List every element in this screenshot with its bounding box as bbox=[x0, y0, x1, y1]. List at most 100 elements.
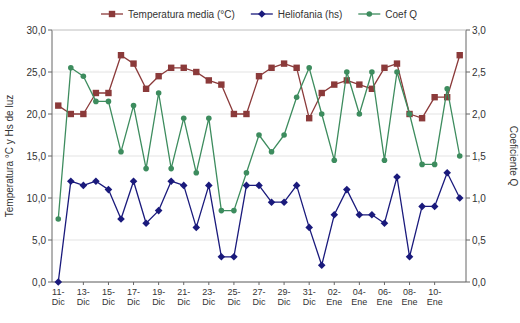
marker-circle bbox=[369, 69, 375, 75]
tick-label: 06-Ene bbox=[376, 287, 392, 307]
marker-circle bbox=[131, 103, 137, 109]
marker-diamond bbox=[117, 215, 125, 223]
series-line bbox=[58, 68, 459, 219]
marker-circle bbox=[331, 157, 337, 163]
tick-label: 10-Ene bbox=[427, 287, 443, 307]
marker-square bbox=[93, 90, 99, 96]
series-line bbox=[58, 55, 459, 118]
tick bbox=[384, 282, 385, 285]
series-line bbox=[58, 173, 459, 282]
marker-circle bbox=[394, 69, 400, 75]
tick bbox=[409, 282, 410, 285]
marker-diamond bbox=[167, 177, 175, 185]
tick bbox=[466, 72, 470, 73]
marker-diamond bbox=[381, 219, 389, 227]
marker-square bbox=[356, 81, 362, 87]
marks bbox=[54, 52, 463, 286]
marker-diamond bbox=[192, 224, 200, 232]
tick bbox=[48, 72, 52, 73]
marker-diamond bbox=[368, 211, 376, 219]
marker-square bbox=[109, 11, 115, 17]
tick-label-line: 15- bbox=[102, 287, 115, 297]
marker-circle bbox=[281, 132, 287, 138]
tick-label-line: Ene bbox=[326, 297, 342, 307]
marker-square bbox=[394, 60, 400, 66]
marker-circle bbox=[156, 90, 162, 96]
marker-circle bbox=[181, 115, 187, 121]
tick bbox=[434, 282, 435, 285]
marker-circle bbox=[118, 149, 124, 155]
tick bbox=[466, 282, 470, 283]
marker-diamond bbox=[67, 177, 75, 185]
marker-square bbox=[231, 111, 237, 117]
tick bbox=[48, 198, 52, 199]
tick bbox=[158, 282, 159, 285]
frame-line bbox=[52, 30, 466, 31]
axis-line bbox=[466, 30, 467, 282]
marker-square bbox=[256, 73, 262, 79]
marker-square bbox=[243, 111, 249, 117]
legend-item: Heliofania (hs) bbox=[251, 9, 342, 20]
marker-diamond bbox=[431, 203, 439, 211]
tick bbox=[466, 156, 470, 157]
tick-label: 27-Dic bbox=[252, 287, 266, 307]
tick-label-line: 25- bbox=[227, 287, 240, 297]
marker-diamond bbox=[330, 211, 338, 219]
tick bbox=[359, 282, 360, 285]
tick-label: 08-Ene bbox=[402, 287, 418, 307]
tick bbox=[183, 282, 184, 285]
tick-label-line: Dic bbox=[253, 297, 266, 307]
tick-label: 20,0 bbox=[27, 109, 47, 120]
legend-label: Heliofania (hs) bbox=[278, 9, 342, 20]
tick-label: 0,0 bbox=[32, 277, 46, 288]
marker-square bbox=[181, 65, 187, 71]
marker-diamond bbox=[393, 173, 401, 181]
marker-square bbox=[406, 111, 412, 117]
marker-diamond bbox=[218, 253, 226, 261]
tick bbox=[48, 282, 52, 283]
tick-label-line: 19- bbox=[152, 287, 165, 297]
legend-label: Coef Q bbox=[385, 9, 417, 20]
marker-square bbox=[168, 65, 174, 71]
marker-square bbox=[268, 65, 274, 71]
tick-label-line: Dic bbox=[77, 297, 90, 307]
marker-circle bbox=[367, 11, 373, 17]
marker-square bbox=[155, 73, 161, 79]
tick-label: 29-Dic bbox=[278, 287, 292, 307]
tick-label: 1,5 bbox=[472, 151, 486, 162]
tick-label-line: 23- bbox=[202, 287, 215, 297]
marker-square bbox=[193, 69, 199, 75]
marker-circle bbox=[244, 170, 250, 176]
tick-label-line: Dic bbox=[52, 297, 65, 307]
marker-diamond bbox=[406, 253, 414, 261]
tick-label-line: 06- bbox=[378, 287, 391, 297]
grid-line bbox=[52, 156, 466, 157]
tick-label: 3,0 bbox=[472, 25, 486, 36]
tick bbox=[309, 282, 310, 285]
marker-diamond bbox=[155, 207, 163, 215]
tick-label: 2,5 bbox=[472, 67, 486, 78]
tick-label-line: Dic bbox=[102, 297, 115, 307]
tick-label-line: 21- bbox=[177, 287, 190, 297]
marker-square bbox=[281, 60, 287, 66]
marker-square bbox=[80, 111, 86, 117]
tick bbox=[233, 282, 234, 285]
marker-diamond bbox=[230, 253, 238, 261]
marker-diamond bbox=[318, 261, 326, 269]
marker-square bbox=[331, 81, 337, 87]
marker-circle bbox=[407, 111, 413, 117]
marker-square bbox=[381, 65, 387, 71]
marker-square bbox=[319, 90, 325, 96]
marker-diamond bbox=[130, 177, 138, 185]
tick bbox=[48, 240, 52, 241]
series bbox=[54, 169, 463, 286]
tick-label: 30,0 bbox=[27, 25, 47, 36]
tick-label-line: Ene bbox=[351, 297, 367, 307]
tick-label: 0,0 bbox=[472, 277, 486, 288]
marker-circle bbox=[256, 132, 262, 138]
tick bbox=[48, 114, 52, 115]
tick bbox=[466, 114, 470, 115]
marker-circle bbox=[344, 69, 350, 75]
marker-circle bbox=[106, 99, 112, 105]
marker-diamond bbox=[180, 182, 188, 190]
